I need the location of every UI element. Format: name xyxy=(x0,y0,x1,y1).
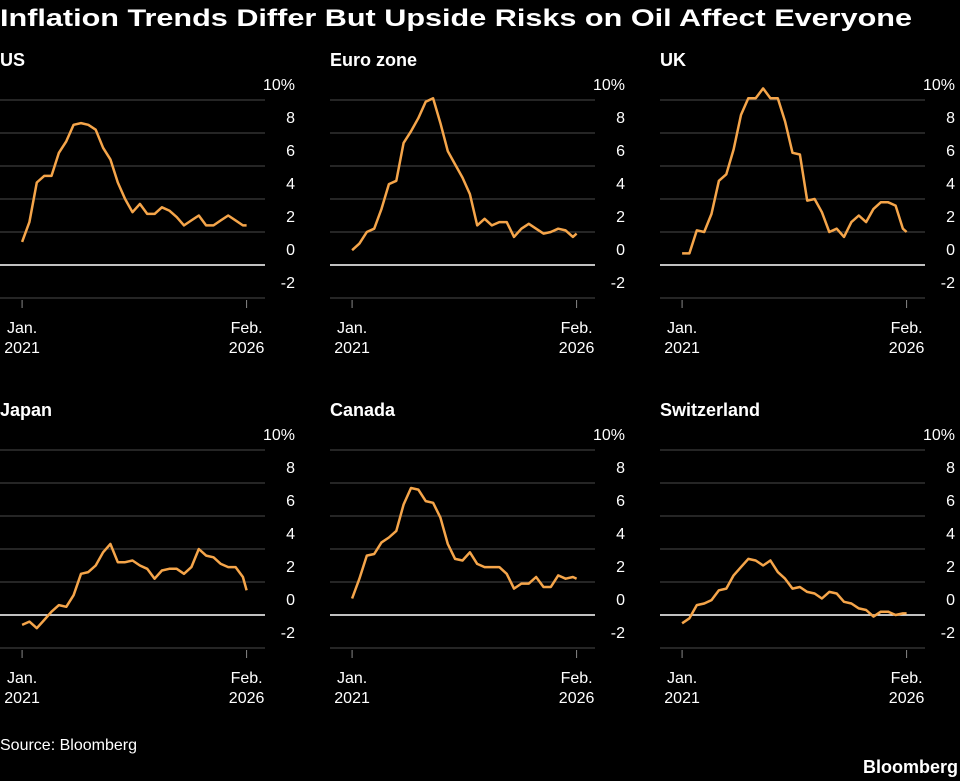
y-tick-label: 8 xyxy=(616,110,625,127)
y-tick-label: 4 xyxy=(286,526,295,543)
page-title: Inflation Trends Differ But Upside Risks… xyxy=(0,5,912,32)
y-tick-label: 6 xyxy=(616,493,625,510)
line xyxy=(350,486,578,599)
x-tick-label: 2021 xyxy=(334,340,370,357)
y-tick-label: 10% xyxy=(593,77,625,94)
y-tick-label: 6 xyxy=(616,143,625,160)
x-tick-label: 2021 xyxy=(4,690,40,707)
y-tick-label: 4 xyxy=(286,176,295,193)
y-tick-label: 0 xyxy=(286,242,295,259)
y-tick-label: -2 xyxy=(281,625,295,642)
y-tick-label: 8 xyxy=(946,460,955,477)
y-tick-label: 6 xyxy=(946,143,955,160)
x-tick-label: Jan. xyxy=(667,670,697,687)
x-tick-label: Feb. xyxy=(891,320,923,337)
panel-title: UK xyxy=(660,50,686,70)
y-tick-label: 8 xyxy=(286,460,295,477)
x-tick-label: Jan. xyxy=(667,320,697,337)
x-tick-label: Feb. xyxy=(231,320,263,337)
y-tick-label: 6 xyxy=(286,143,295,160)
x-tick-label: Jan. xyxy=(7,320,37,337)
y-tick-label: 10% xyxy=(923,77,955,94)
x-tick-label: Feb. xyxy=(561,320,593,337)
x-tick-label: 2026 xyxy=(889,340,925,357)
y-tick-label: 2 xyxy=(286,209,295,226)
y-tick-label: 0 xyxy=(616,242,625,259)
panel-title: Switzerland xyxy=(660,400,760,420)
panel-title: Canada xyxy=(330,400,396,420)
x-tick-label: Feb. xyxy=(231,670,263,687)
y-tick-label: -2 xyxy=(611,275,625,292)
x-tick-label: 2026 xyxy=(559,690,595,707)
y-tick-label: 4 xyxy=(946,176,955,193)
y-tick-label: 10% xyxy=(263,427,295,444)
x-tick-label: Feb. xyxy=(891,670,923,687)
y-tick-label: 6 xyxy=(286,493,295,510)
y-tick-label: 2 xyxy=(616,209,625,226)
line xyxy=(20,121,247,243)
y-tick-label: 10% xyxy=(923,427,955,444)
y-tick-label: 0 xyxy=(946,242,955,259)
y-tick-label: 10% xyxy=(593,427,625,444)
y-tick-label: 2 xyxy=(946,559,955,576)
x-tick-label: 2021 xyxy=(334,690,370,707)
y-tick-label: 4 xyxy=(616,526,625,543)
y-tick-label: 8 xyxy=(946,110,955,127)
y-tick-label: 4 xyxy=(946,526,955,543)
y-tick-label: 0 xyxy=(286,592,295,609)
line xyxy=(21,542,248,630)
y-tick-label: 6 xyxy=(946,493,955,510)
panel-title: US xyxy=(0,50,25,70)
y-tick-label: 0 xyxy=(616,592,625,609)
x-tick-label: Jan. xyxy=(337,670,367,687)
x-tick-label: 2026 xyxy=(559,340,595,357)
x-tick-label: 2026 xyxy=(229,340,265,357)
y-tick-label: 8 xyxy=(286,110,295,127)
brand: Bloomberg xyxy=(863,757,958,777)
y-tick-label: -2 xyxy=(941,275,955,292)
x-tick-label: Jan. xyxy=(7,670,37,687)
y-tick-label: 2 xyxy=(946,209,955,226)
x-tick-label: 2021 xyxy=(664,690,700,707)
y-tick-label: 4 xyxy=(616,176,625,193)
y-tick-label: 8 xyxy=(616,460,625,477)
y-tick-label: -2 xyxy=(281,275,295,292)
x-tick-label: 2026 xyxy=(229,690,265,707)
y-tick-label: 0 xyxy=(946,592,955,609)
y-tick-label: 2 xyxy=(616,559,625,576)
source: Source: Bloomberg xyxy=(0,737,137,754)
y-tick-label: 2 xyxy=(286,559,295,576)
y-tick-label: -2 xyxy=(611,625,625,642)
x-tick-label: 2026 xyxy=(889,690,925,707)
panel-title: Japan xyxy=(0,400,52,420)
x-tick-label: 2021 xyxy=(4,340,40,357)
line xyxy=(682,87,908,255)
line xyxy=(681,557,907,625)
x-tick-label: 2021 xyxy=(664,340,700,357)
line xyxy=(351,97,578,252)
y-tick-label: 10% xyxy=(263,77,295,94)
y-tick-label: -2 xyxy=(941,625,955,642)
panel-title: Euro zone xyxy=(330,50,417,70)
x-tick-label: Jan. xyxy=(337,320,367,337)
x-tick-label: Feb. xyxy=(561,670,593,687)
